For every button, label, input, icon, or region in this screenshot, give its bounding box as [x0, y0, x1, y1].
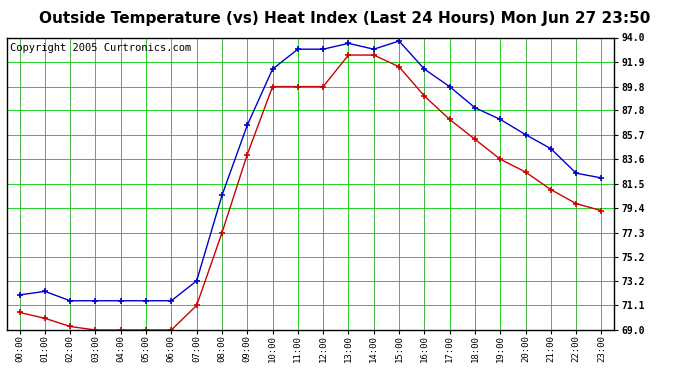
Text: Copyright 2005 Curtronics.com: Copyright 2005 Curtronics.com — [10, 44, 191, 53]
Text: Outside Temperature (vs) Heat Index (Last 24 Hours) Mon Jun 27 23:50: Outside Temperature (vs) Heat Index (Las… — [39, 11, 651, 26]
